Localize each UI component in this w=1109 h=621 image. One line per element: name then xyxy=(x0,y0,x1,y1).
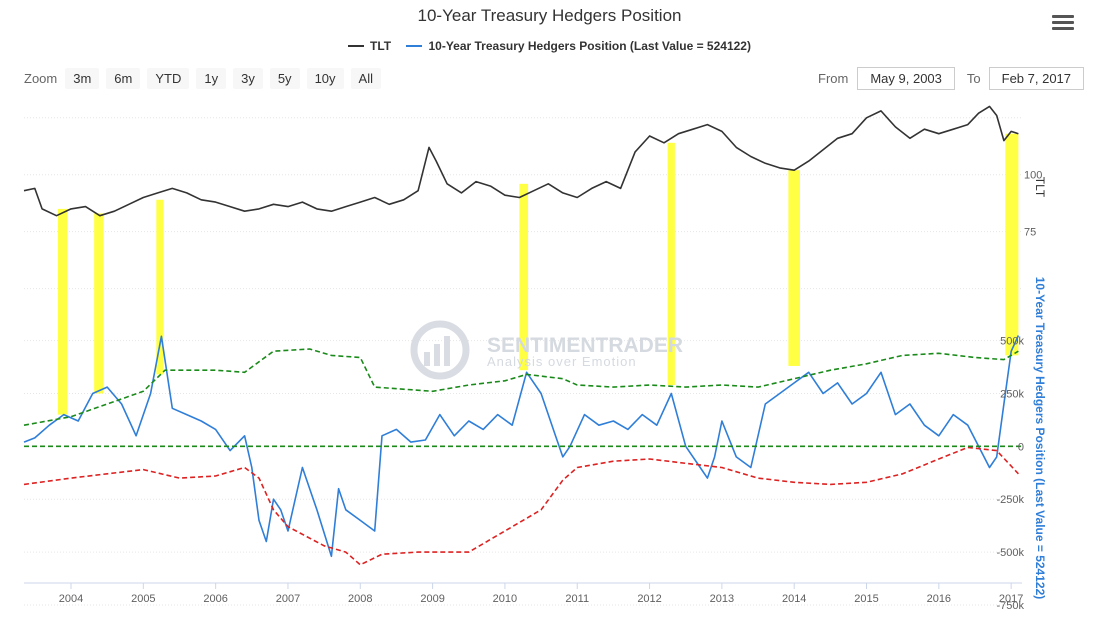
x-tick-label: 2012 xyxy=(637,593,661,605)
legend-swatch-hedgers xyxy=(406,45,423,47)
from-label: From xyxy=(818,71,849,86)
x-tick-label: 2016 xyxy=(927,593,951,605)
axis-layer: TLT 10-Year Treasury Hedgers Position (L… xyxy=(24,170,1047,612)
hedger-tick-label: -750k xyxy=(996,600,1024,612)
series-layer xyxy=(23,105,1022,566)
x-tick-label: 2008 xyxy=(348,593,372,605)
hedger-axis-title: 10-Year Treasury Hedgers Position (Last … xyxy=(1033,277,1047,600)
zoom-label: Zoom xyxy=(24,71,58,86)
legend-item-hedgers[interactable]: 10-Year Treasury Hedgers Position (Last … xyxy=(406,39,751,53)
watermark: SENTIMENTRADER Analysis over Emotion xyxy=(410,320,683,380)
x-tick-label: 2011 xyxy=(565,593,589,605)
hedger-tick-label: 250k xyxy=(1000,388,1024,400)
legend-item-tlt[interactable]: TLT xyxy=(348,39,391,53)
hedger-tick-label: 0 xyxy=(1018,441,1024,453)
watermark-bar-2 xyxy=(434,344,440,366)
zoom-button-ytd[interactable]: YTD xyxy=(147,68,190,89)
highlight-band xyxy=(788,170,800,366)
series-line-tlt[interactable] xyxy=(23,105,1019,217)
legend-label-tlt: TLT xyxy=(370,39,392,53)
watermark-tagline: Analysis over Emotion xyxy=(487,354,637,369)
highlight-band xyxy=(667,142,675,385)
chart-title: 10-Year Treasury Hedgers Position xyxy=(417,6,682,25)
legend-label-hedgers: 10-Year Treasury Hedgers Position (Last … xyxy=(428,39,751,53)
x-tick-label: 2013 xyxy=(710,593,734,605)
grid-layer xyxy=(24,117,1022,606)
x-tick-label: 2014 xyxy=(782,593,806,605)
highlight-band xyxy=(57,208,68,415)
x-tick-label: 2006 xyxy=(203,593,227,605)
zoom-button-5y[interactable]: 5y xyxy=(269,68,300,89)
hedger-tick-label: 500k xyxy=(1000,336,1024,348)
x-tick-label: 2005 xyxy=(131,593,155,605)
x-tick-label: 2015 xyxy=(854,593,878,605)
highlight-band xyxy=(1005,133,1019,356)
zoom-button-3m[interactable]: 3m xyxy=(65,68,100,89)
tlt-axis-title: TLT xyxy=(1033,177,1047,198)
from-date-input[interactable]: May 9, 2003 xyxy=(857,67,955,90)
x-tick-label: 2017 xyxy=(999,593,1023,605)
zoom-button-all[interactable]: All xyxy=(350,68,381,89)
to-date-input[interactable]: Feb 7, 2017 xyxy=(988,67,1085,90)
chart-legend: TLT 10-Year Treasury Hedgers Position (L… xyxy=(0,36,1099,53)
zoom-button-6m[interactable]: 6m xyxy=(106,68,141,89)
watermark-bar-1 xyxy=(424,352,430,366)
highlight-band xyxy=(94,213,104,394)
date-range: From May 9, 2003 To Feb 7, 2017 xyxy=(818,67,1085,90)
legend-swatch-tlt xyxy=(348,45,365,47)
x-tick-label: 2010 xyxy=(493,593,517,605)
watermark-logo-icon xyxy=(410,320,470,380)
x-tick-label: 2007 xyxy=(276,593,300,605)
watermark-brand: SENTIMENTRADER xyxy=(487,334,683,357)
watermark-bar-3 xyxy=(444,336,450,366)
highlight-band xyxy=(519,183,529,371)
hedger-tick-label: -500k xyxy=(996,547,1024,559)
series-line-lower[interactable] xyxy=(23,446,1019,566)
hedger-tick-label: -250k xyxy=(996,494,1024,506)
zoom-button-1y[interactable]: 1y xyxy=(196,68,227,89)
zoom-selector: Zoom 3m 6m YTD 1y 3y 5y 10y All xyxy=(24,68,388,89)
zoom-button-10y[interactable]: 10y xyxy=(306,68,344,89)
series-line-upper[interactable] xyxy=(23,348,1019,426)
tlt-tick-label: 75 xyxy=(1024,227,1036,239)
tlt-tick-label: 100 xyxy=(1024,170,1042,182)
hamburger-icon[interactable] xyxy=(1052,12,1074,32)
x-tick-label: 2004 xyxy=(59,593,83,605)
series-line-10-year[interactable] xyxy=(23,335,1020,558)
zoom-button-3y[interactable]: 3y xyxy=(233,68,263,89)
x-tick-label: 2009 xyxy=(420,593,444,605)
highlight-band xyxy=(156,199,164,375)
to-label: To xyxy=(966,71,981,86)
highlight-bands xyxy=(57,133,1019,415)
